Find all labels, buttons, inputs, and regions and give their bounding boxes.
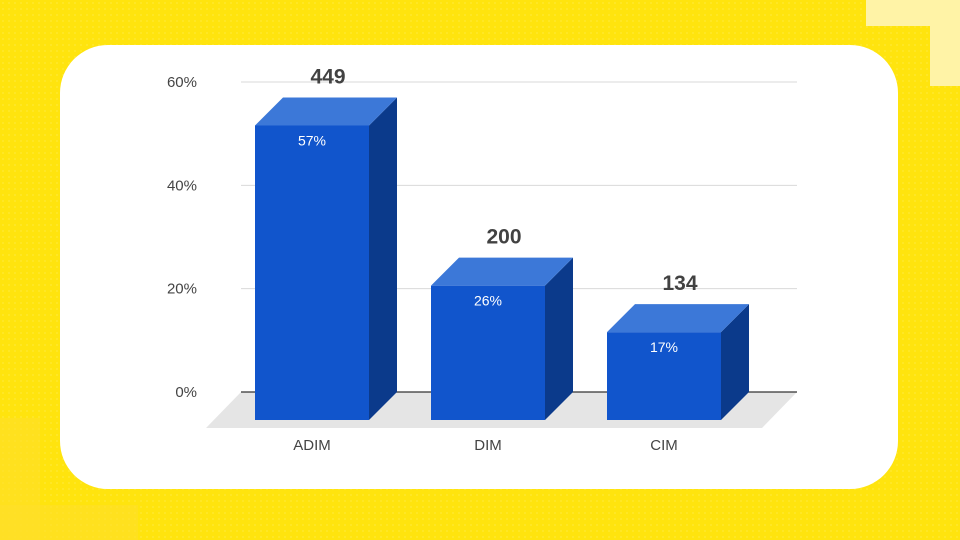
bar-value-label: 17% <box>650 339 678 355</box>
bar-side-face <box>545 257 573 420</box>
x-tick-label: DIM <box>474 437 502 454</box>
x-tick-label: CIM <box>650 437 678 454</box>
bar-front-face <box>431 285 545 420</box>
bars: 57% 449 26% 200 17% 134 <box>255 66 749 420</box>
bar-cim: 17% 134 <box>607 272 749 420</box>
decor-block-top-right-2 <box>930 26 960 86</box>
bar-adim: 57% 449 <box>255 66 397 420</box>
x-tick-label: ADIM <box>293 437 331 454</box>
y-tick-label: 20% <box>167 281 197 298</box>
y-tick-label: 60% <box>167 74 197 91</box>
bar-front-face <box>607 332 721 420</box>
bar-value-label: 26% <box>474 293 502 309</box>
bar-count-label: 134 <box>662 272 697 295</box>
bar-top-face <box>431 257 573 286</box>
bar-side-face <box>369 97 397 420</box>
decor-block-top-right <box>866 0 960 26</box>
bar-front-face <box>255 125 369 420</box>
bar-value-label: 57% <box>298 133 326 149</box>
bar-side-face <box>721 304 749 420</box>
x-axis-ticks: ADIM DIM CIM <box>293 437 678 454</box>
y-tick-label: 0% <box>175 384 197 401</box>
bar-top-face <box>607 304 749 333</box>
y-axis-ticks: 0% 20% 40% 60% <box>167 74 197 401</box>
bar-count-label: 449 <box>310 66 345 89</box>
decor-block-bottom-left-2 <box>0 505 138 540</box>
bar-dim: 26% 200 <box>431 226 573 420</box>
y-tick-label: 40% <box>167 177 197 194</box>
bar-top-face <box>255 97 397 126</box>
bar-count-label: 200 <box>486 226 521 249</box>
